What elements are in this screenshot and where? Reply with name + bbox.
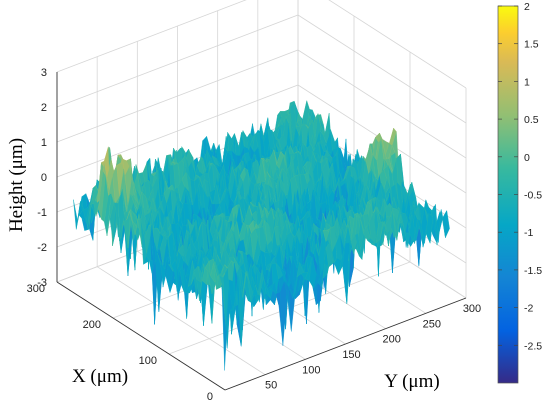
colorbar-tick-label: -2.5 [524, 340, 542, 352]
colorbar-tick-label: -0.5 [524, 190, 542, 202]
z-tick-label: 1 [41, 137, 47, 149]
y-tick-label: 50 [265, 380, 277, 392]
z-tick-label: 3 [41, 67, 47, 79]
y-axis-label: Y (μm) [384, 371, 439, 392]
surface-plot [73, 99, 450, 371]
z-axis-label: Height (μm) [6, 138, 27, 232]
x-axis-label: X (μm) [72, 366, 128, 387]
x-tick-label: 200 [83, 319, 101, 331]
colorbar-tick-label: -1 [524, 227, 533, 239]
colorbar-tick-label: 0 [524, 152, 530, 164]
colorbar-tick-label: 1.5 [524, 39, 539, 51]
z-tick-label: 2 [41, 102, 47, 114]
y-tick-label: 100 [302, 364, 320, 376]
colorbar-tick-label: 2 [524, 1, 530, 13]
surface-cell [442, 209, 450, 239]
colorbar-tick-label: -2 [524, 303, 533, 315]
y-tick-label: 200 [382, 334, 400, 346]
y-tick-label: 300 [463, 303, 481, 315]
z-tick-label: -1 [37, 207, 47, 219]
z-tick-label: 0 [41, 172, 47, 184]
colorbar-tick-label: 1 [524, 76, 530, 88]
y-tick-label: 150 [342, 349, 360, 361]
z-tick-label: -2 [37, 242, 47, 254]
x-tick-label: 0 [207, 391, 213, 401]
colorbar-tick-label: 0.5 [524, 114, 539, 126]
z-tick-label: -3 [37, 277, 47, 289]
x-tick-label: 300 [27, 283, 45, 295]
axis-ticks: -3 -2 -1 0 1 2 3 0 100 200 300 50 100 150 200 250 300 [27, 67, 482, 401]
y-tick-label: 250 [423, 318, 441, 330]
x-tick-label: 100 [139, 355, 157, 367]
colorbar-ticks: -2.5 -2 -1.5 -1 -0.5 0 0.5 1 1.5 2 [498, 1, 542, 352]
colorbar-tick-label: -1.5 [524, 265, 542, 277]
